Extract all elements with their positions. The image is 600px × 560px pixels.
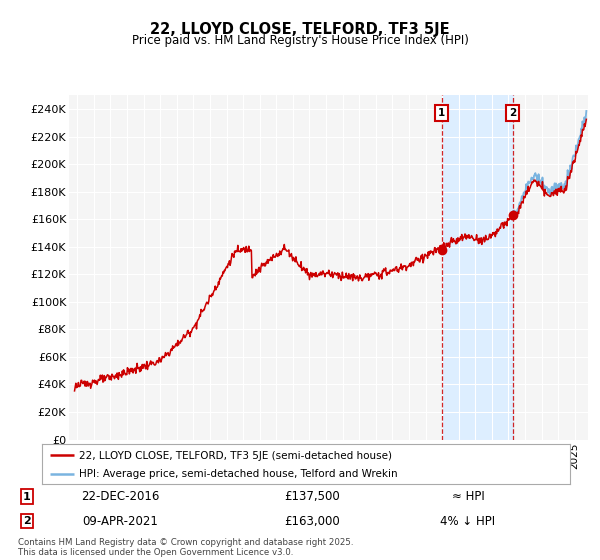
Text: 2: 2: [23, 516, 31, 526]
Text: 22, LLOYD CLOSE, TELFORD, TF3 5JE: 22, LLOYD CLOSE, TELFORD, TF3 5JE: [150, 22, 450, 38]
Text: Price paid vs. HM Land Registry's House Price Index (HPI): Price paid vs. HM Land Registry's House …: [131, 34, 469, 46]
Text: 4% ↓ HPI: 4% ↓ HPI: [440, 515, 496, 528]
Text: 1: 1: [438, 108, 445, 118]
Text: 2: 2: [509, 108, 517, 118]
Text: £163,000: £163,000: [284, 515, 340, 528]
Text: 22, LLOYD CLOSE, TELFORD, TF3 5JE (semi-detached house): 22, LLOYD CLOSE, TELFORD, TF3 5JE (semi-…: [79, 451, 392, 461]
Text: 22-DEC-2016: 22-DEC-2016: [81, 491, 159, 503]
Bar: [442, 95, 513, 440]
Text: Contains HM Land Registry data © Crown copyright and database right 2025.
This d: Contains HM Land Registry data © Crown c…: [18, 538, 353, 557]
Text: 1: 1: [23, 492, 31, 502]
Text: £137,500: £137,500: [284, 491, 340, 503]
Text: HPI: Average price, semi-detached house, Telford and Wrekin: HPI: Average price, semi-detached house,…: [79, 469, 398, 479]
Text: ≈ HPI: ≈ HPI: [452, 491, 484, 503]
Text: 09-APR-2021: 09-APR-2021: [82, 515, 158, 528]
